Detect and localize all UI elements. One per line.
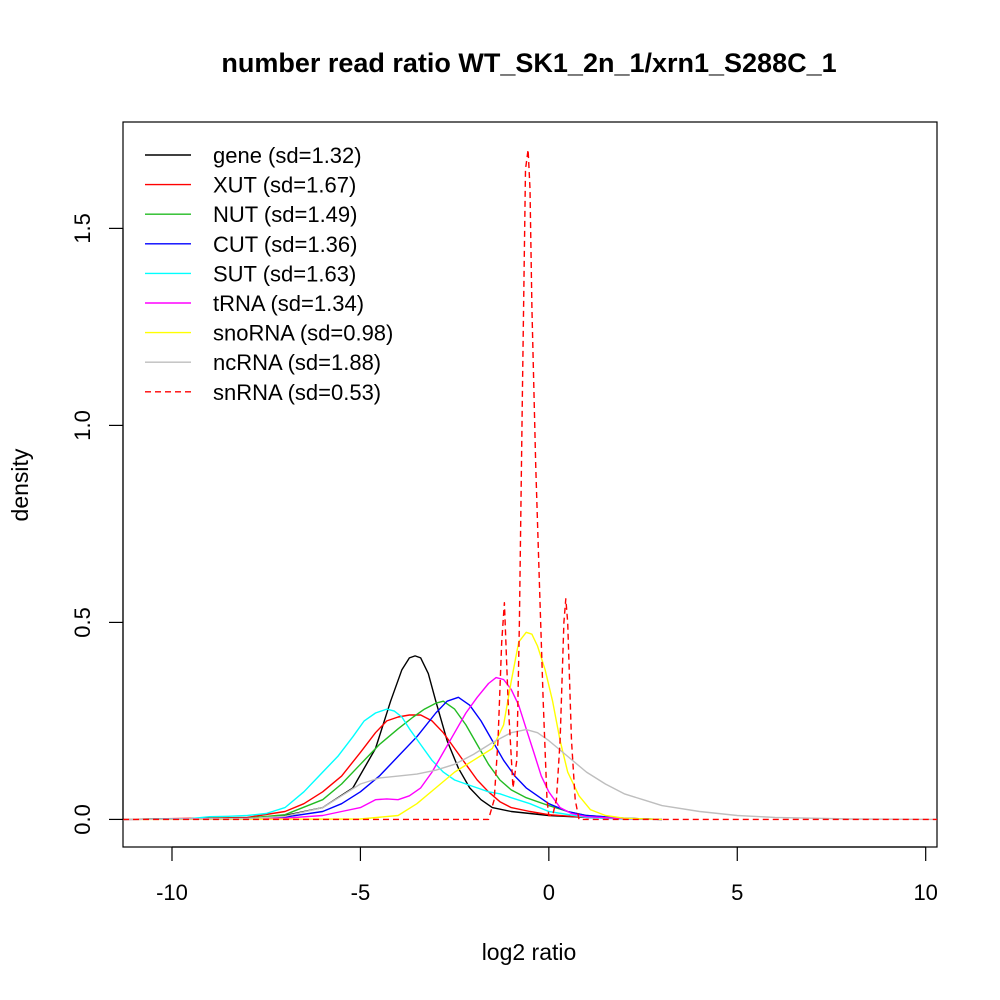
x-tick-label: -10 (156, 880, 188, 905)
legend-label-7: ncRNA (sd=1.88) (213, 350, 381, 375)
legend-label-2: NUT (sd=1.49) (213, 202, 357, 227)
series-line-4 (122, 708, 662, 821)
y-axis: 0.0 0.5 1.0 1.5 (70, 213, 124, 835)
x-tick-label: 5 (731, 880, 743, 905)
series-layer (122, 148, 938, 821)
series-line-5 (122, 676, 662, 821)
legend-label-4: SUT (sd=1.63) (213, 261, 356, 286)
series-line-6 (122, 631, 662, 821)
legend: gene (sd=1.32) XUT (sd=1.67) NUT (sd=1.49)… (145, 143, 393, 405)
y-tick-label: 0.0 (70, 804, 95, 835)
x-tick-label: -5 (351, 880, 371, 905)
x-tick-label: 0 (543, 880, 555, 905)
legend-label-5: tRNA (sd=1.34) (213, 291, 364, 316)
x-axis-label: log2 ratio (482, 939, 577, 965)
y-tick-label: 1.0 (70, 410, 95, 441)
series-line-8 (123, 148, 937, 821)
legend-label-0: gene (sd=1.32) (213, 143, 362, 168)
x-tick-label: 10 (913, 880, 937, 905)
x-axis: -10 -5 0 5 10 (156, 846, 938, 905)
series-line-1 (122, 714, 662, 821)
legend-label-6: snoRNA (sd=0.98) (213, 321, 393, 346)
legend-label-3: CUT (sd=1.36) (213, 232, 357, 257)
chart-title: number read ratio WT_SK1_2n_1/xrn1_S288C… (221, 48, 836, 78)
series-line-3 (122, 696, 662, 821)
series-line-7 (122, 728, 938, 821)
y-axis-label: density (7, 448, 33, 521)
series-line-2 (122, 700, 662, 821)
y-tick-label: 0.5 (70, 607, 95, 638)
legend-label-8: snRNA (sd=0.53) (213, 380, 381, 405)
y-tick-label: 1.5 (70, 213, 95, 244)
legend-label-1: XUT (sd=1.67) (213, 173, 356, 198)
